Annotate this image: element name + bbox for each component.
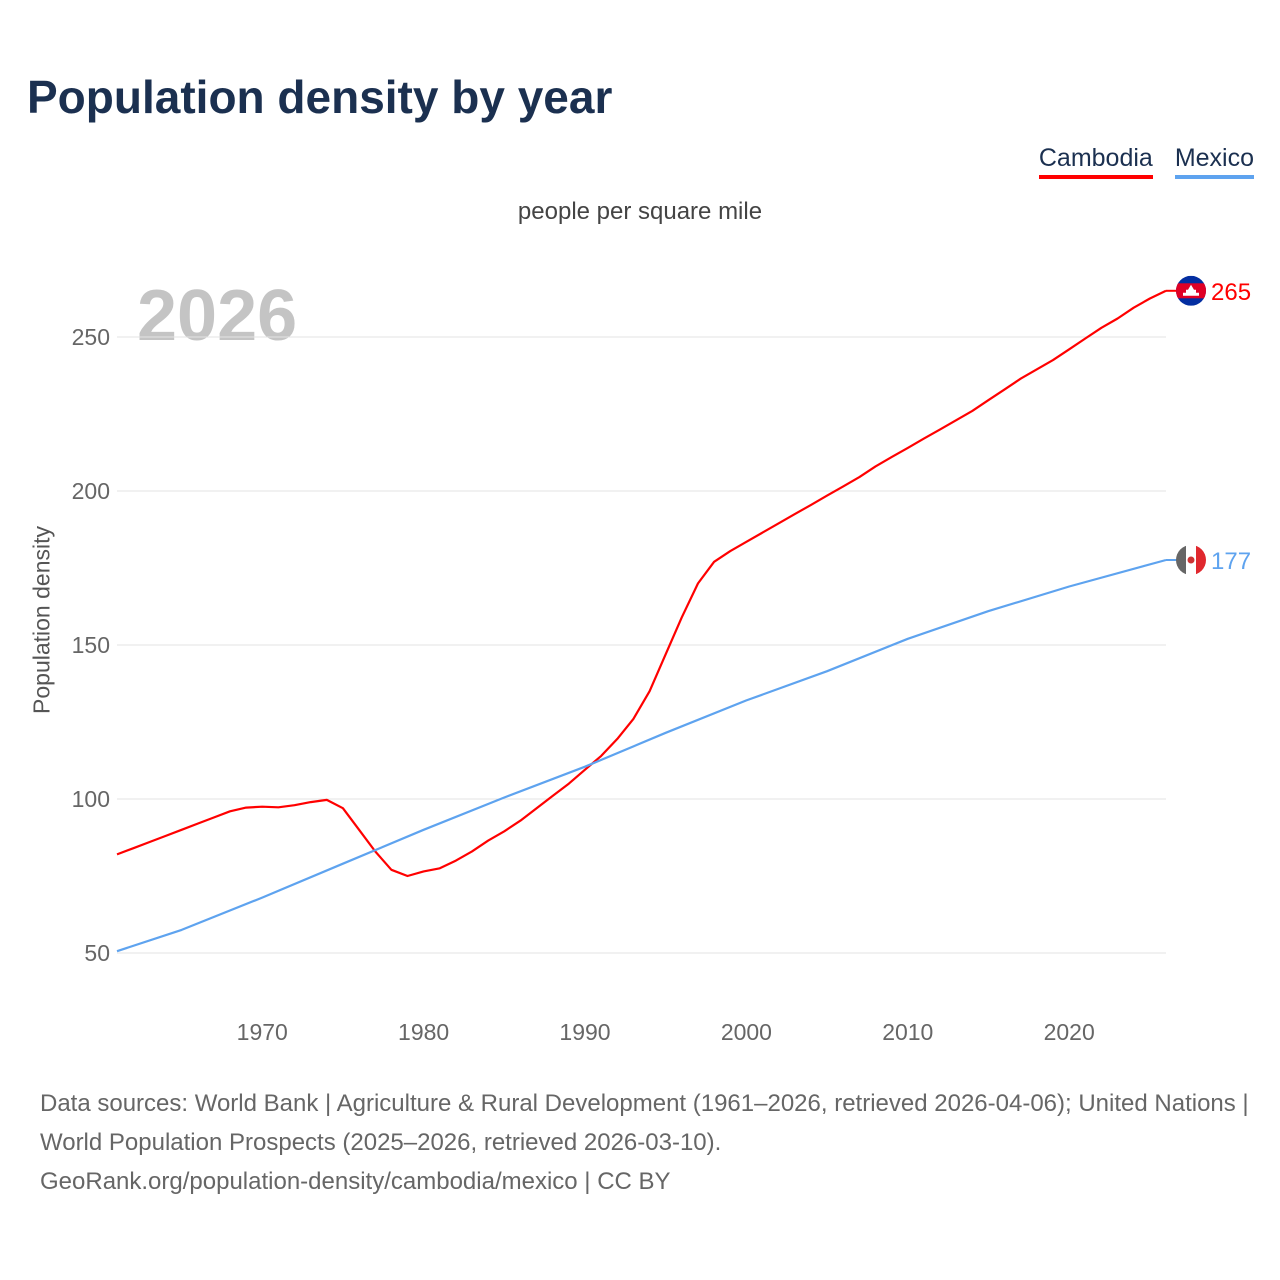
x-tick-label: 2000 [721, 1019, 772, 1045]
x-tick-label: 2010 [882, 1019, 933, 1045]
x-tick-label: 2020 [1044, 1019, 1095, 1045]
end-value-label: 265 [1211, 279, 1251, 306]
y-tick-label: 200 [72, 478, 110, 504]
y-tick-label: 50 [84, 940, 110, 966]
source-link[interactable]: GeoRank.org/population-density/cambodia/… [40, 1168, 671, 1195]
y-tick-label: 150 [72, 632, 110, 658]
legend-item-mexico[interactable]: Mexico [1174, 144, 1254, 179]
chart-title: Population density by year [27, 71, 613, 123]
chart-subtitle: people per square mile [517, 198, 763, 225]
end-value-label: 177 [1211, 548, 1251, 575]
x-tick-label: 1980 [398, 1019, 449, 1045]
x-tick-label: 1990 [559, 1019, 610, 1045]
series-line-mexico [116, 558, 1167, 953]
cambodia-flag-icon [1176, 275, 1206, 306]
footer: Data sources: World Bank | Agriculture &… [40, 1084, 1250, 1201]
legend-item-cambodia[interactable]: Cambodia [1038, 144, 1153, 179]
x-tick-label: 1970 [237, 1019, 288, 1045]
y-tick-label: 100 [72, 786, 110, 812]
legend: Cambodia Mexico [1038, 144, 1254, 179]
data-sources: Data sources: World Bank | Agriculture &… [40, 1090, 1249, 1156]
mexico-flag-icon [1176, 544, 1206, 575]
y-tick-label: 250 [72, 324, 110, 350]
series-line-cambodia [116, 289, 1167, 878]
year-watermark: 2026 [137, 276, 297, 356]
